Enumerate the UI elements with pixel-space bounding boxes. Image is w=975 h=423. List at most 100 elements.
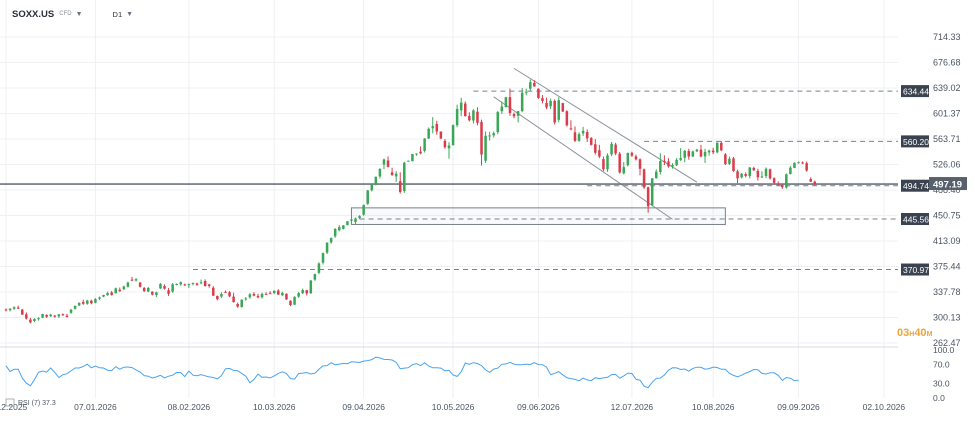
- candle-body: [679, 157, 682, 160]
- y-tick-label: 639.02: [933, 83, 961, 93]
- candle-body: [419, 151, 422, 154]
- candle-body: [374, 176, 378, 185]
- symbol-label[interactable]: SOXX.US: [12, 8, 55, 20]
- candle-body: [768, 169, 772, 179]
- candle-body: [179, 282, 183, 285]
- candle-body: [451, 125, 455, 146]
- candle-body: [569, 128, 573, 130]
- candle-body: [529, 82, 532, 89]
- symbol-type-label: CFD: [59, 11, 72, 17]
- level-label-bg: [901, 213, 929, 226]
- candle-body: [447, 145, 451, 149]
- candle-body: [281, 292, 284, 296]
- candle-body: [317, 263, 321, 273]
- candle-body: [508, 97, 512, 114]
- candle-body: [342, 225, 345, 229]
- rsi-label: RSI (7) 37.3: [18, 400, 56, 407]
- candle-body: [549, 100, 552, 107]
- x-tick-label: 09.06.2026: [517, 402, 560, 412]
- candle-body: [362, 204, 365, 215]
- symbol-dropdown-icon[interactable]: ▼: [75, 10, 83, 18]
- candle-body: [305, 290, 309, 294]
- candle-body: [264, 293, 268, 295]
- candle-body: [232, 296, 235, 303]
- candle-body: [472, 110, 475, 121]
- candle-body: [29, 319, 32, 323]
- candle-body: [581, 130, 585, 134]
- candle-body: [98, 297, 101, 299]
- candle-body: [77, 302, 81, 306]
- candle-body: [159, 283, 162, 289]
- candle-body: [711, 150, 715, 153]
- channel-line: [513, 67, 698, 183]
- candle-body: [602, 159, 605, 170]
- chart-toolbar: SOXX.US CFD ▼ D1 ▼: [12, 6, 133, 22]
- candle-body: [220, 294, 223, 297]
- candle-body: [809, 179, 812, 182]
- candle-body: [81, 302, 85, 304]
- timeframe-dropdown-icon[interactable]: ▼: [126, 10, 134, 18]
- candle-body: [350, 219, 353, 221]
- candle-body: [797, 162, 800, 164]
- candle-body: [207, 284, 211, 286]
- candle-body: [545, 102, 548, 108]
- candle-body: [240, 299, 243, 308]
- candle-body: [309, 280, 313, 294]
- candle-body: [541, 98, 544, 102]
- candle-body: [476, 111, 479, 123]
- x-tick-label: 12.07.2026: [611, 402, 654, 412]
- rsi-settings-icon: [5, 398, 15, 407]
- candle-body: [297, 293, 300, 297]
- candle-body: [732, 158, 735, 172]
- candle-body: [398, 181, 402, 192]
- candle-body: [573, 132, 577, 141]
- candle-body: [724, 154, 727, 165]
- candle-body: [175, 283, 178, 285]
- candle-body: [646, 187, 650, 207]
- candle-body: [272, 290, 276, 294]
- candle-body: [793, 162, 796, 168]
- candle-body: [488, 135, 491, 137]
- y-tick-label: 413.09: [933, 236, 961, 246]
- level-label-bg: [901, 135, 929, 148]
- candle-body: [736, 171, 739, 179]
- timeframe-label[interactable]: D1: [112, 9, 123, 19]
- candle-body: [561, 103, 565, 112]
- candle-body: [382, 159, 386, 165]
- candle-body: [715, 142, 719, 153]
- candle-body: [313, 274, 317, 280]
- candle-body: [691, 151, 695, 157]
- rsi-tick-label: 100.0: [933, 345, 955, 355]
- candle-body: [138, 282, 142, 287]
- candle-body: [8, 308, 12, 311]
- candle-body: [403, 162, 406, 191]
- candle-body: [163, 286, 166, 289]
- candle-body: [459, 102, 463, 111]
- candle-body: [553, 100, 556, 123]
- y-tick-label: 375.44: [933, 261, 961, 271]
- candle-body: [122, 286, 126, 290]
- candle-body: [748, 167, 752, 177]
- candle-body: [86, 300, 89, 304]
- current-price-label-bg: [929, 177, 967, 191]
- candle-body: [655, 171, 658, 179]
- y-tick-label: 300.13: [933, 312, 961, 322]
- candle-body: [94, 298, 97, 303]
- candle-body: [16, 307, 20, 309]
- y-tick-label: 563.71: [933, 134, 961, 144]
- x-tick-label: 09.04.2026: [342, 402, 385, 412]
- candle-body: [585, 132, 589, 139]
- y-tick-label: 262.47: [933, 338, 961, 348]
- candle-body: [589, 138, 593, 145]
- candle-body: [789, 167, 792, 175]
- candle-body: [20, 309, 24, 315]
- candle-body: [155, 292, 158, 296]
- candle-body: [439, 131, 443, 139]
- candle-body: [289, 300, 292, 306]
- level-label-bg: [901, 179, 929, 192]
- candle-body: [212, 287, 215, 296]
- candle-body: [468, 116, 471, 121]
- level-label: 634.44: [903, 87, 929, 97]
- candle-body: [252, 293, 256, 296]
